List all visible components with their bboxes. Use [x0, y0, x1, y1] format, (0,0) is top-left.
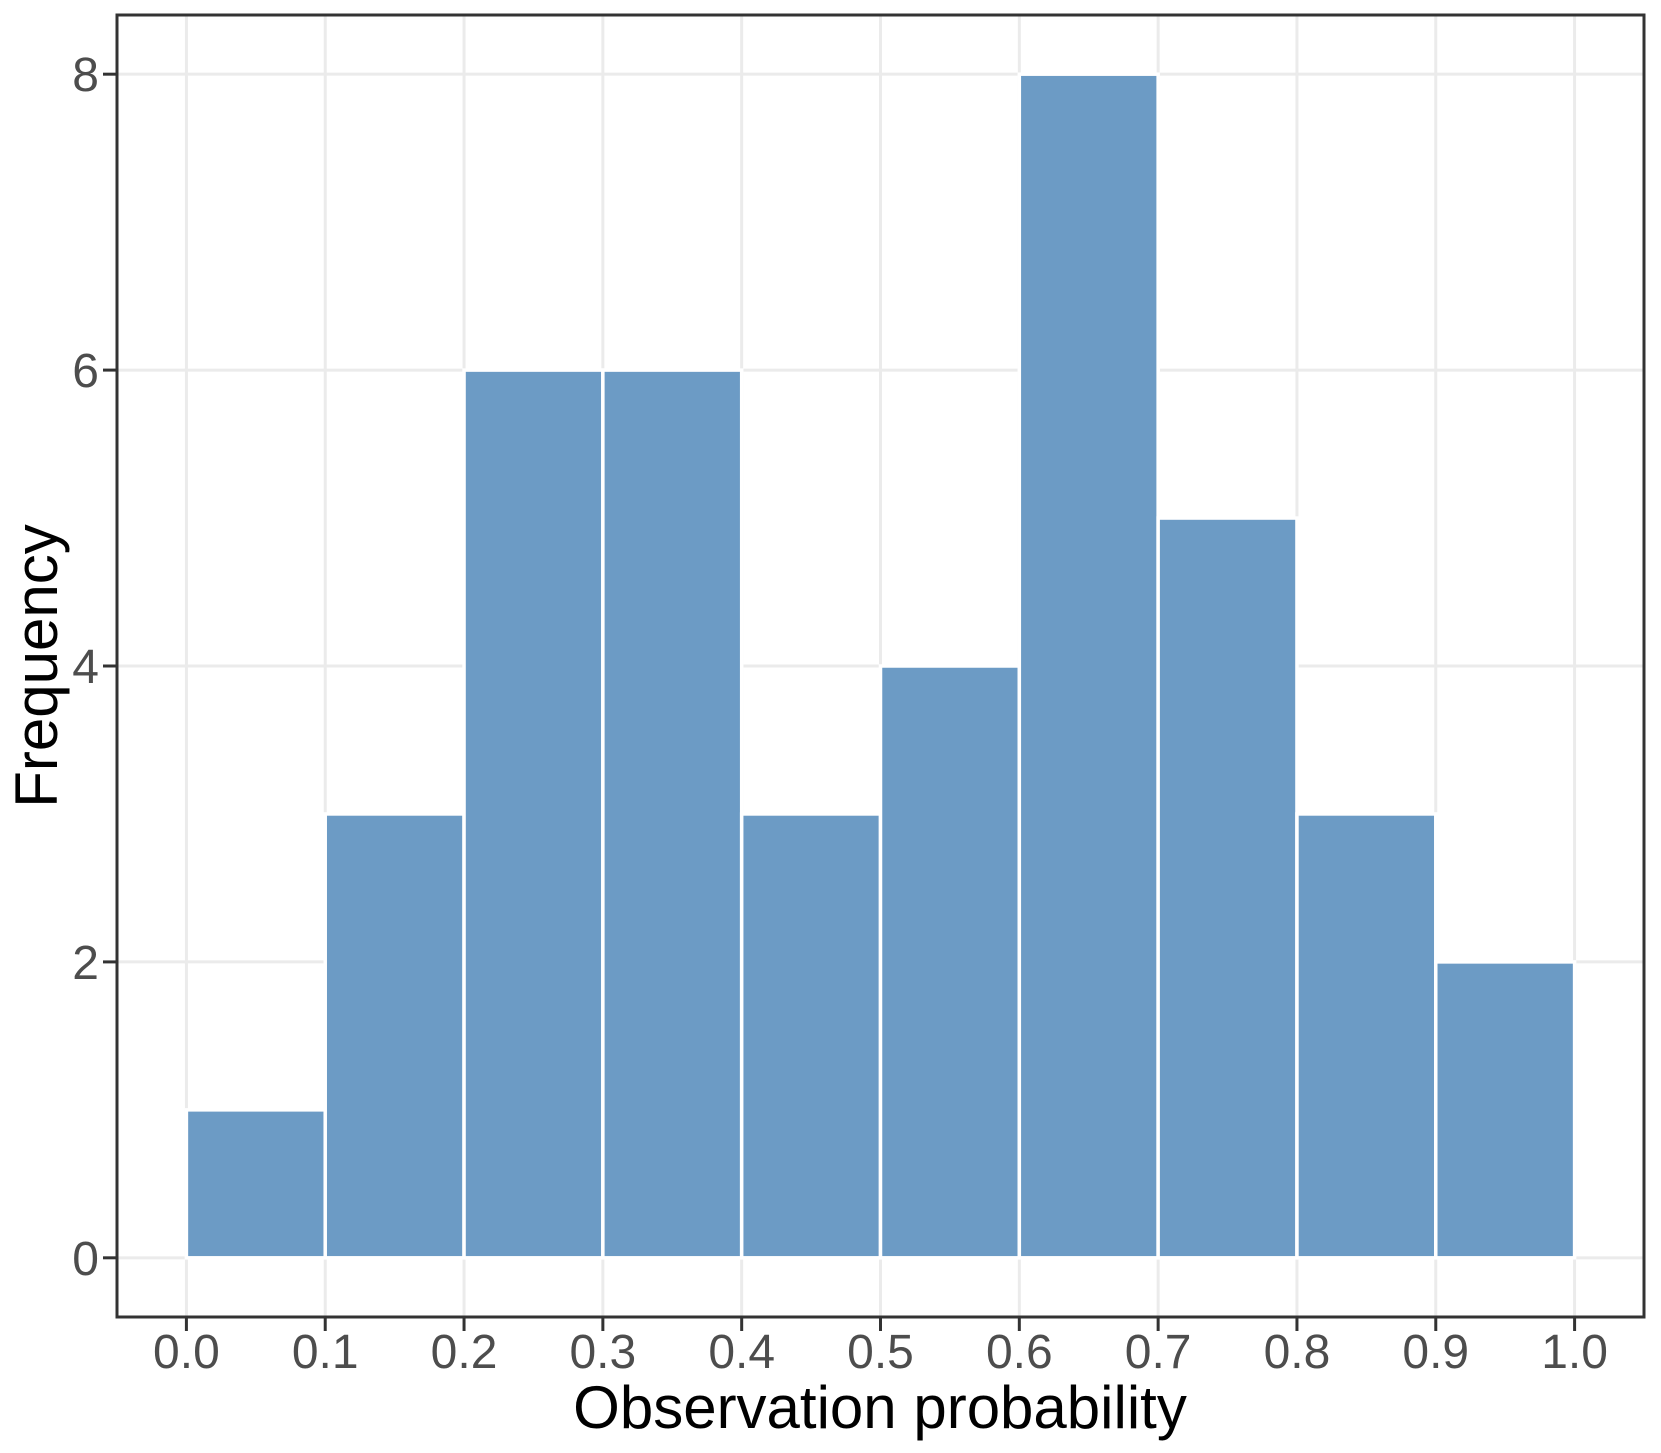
bar-bin-0.6-0.7 [1017, 72, 1160, 1260]
panel-frame-layer [115, 13, 1646, 1319]
x-tick-label-0.2: 0.2 [431, 1326, 498, 1379]
bar-bin-0.9-1 [1434, 960, 1577, 1260]
y-tick-label-6: 6 [72, 345, 99, 398]
bar-bin-0.2-0.3 [462, 368, 605, 1260]
bar-bin-0.7-0.8 [1156, 516, 1299, 1260]
bar-bin-0.3-0.4 [601, 368, 744, 1260]
x-tick-label-0.7: 0.7 [1125, 1326, 1192, 1379]
x-tick-label-0.5: 0.5 [847, 1326, 914, 1379]
panel-border [115, 13, 1646, 1319]
bar-bin-0-0.1 [184, 1108, 327, 1260]
axis-titles-layer: Observation probability Frequency [3, 524, 1187, 1441]
y-tick-label-4: 4 [72, 641, 99, 694]
y-axis-title: Frequency [3, 524, 70, 807]
x-tick-label-1.0: 1.0 [1541, 1326, 1608, 1379]
x-tick-label-0.8: 0.8 [1264, 1326, 1331, 1379]
x-tick-label-0.3: 0.3 [569, 1326, 636, 1379]
bar-bin-0.1-0.2 [323, 812, 466, 1260]
bar-bin-0.4-0.5 [739, 812, 883, 1260]
bar-bin-0.5-0.6 [878, 664, 1022, 1260]
x-tick-label-0.6: 0.6 [986, 1326, 1053, 1379]
x-tick-label-0.0: 0.0 [153, 1326, 220, 1379]
x-tick-label-0.4: 0.4 [708, 1326, 775, 1379]
y-tick-label-2: 2 [72, 937, 99, 990]
axes-layer: 0.0 0.1 0.2 0.3 0.4 0.5 0.6 0.7 0.8 0.9 1.0 0 2 4 6 8 [72, 49, 1608, 1379]
x-axis-title: Observation probability [573, 1374, 1187, 1441]
bars-layer [184, 72, 1577, 1260]
x-tick-label-0.1: 0.1 [292, 1326, 359, 1379]
y-tick-label-8: 8 [72, 49, 99, 102]
bar-bin-0.8-0.9 [1295, 812, 1438, 1260]
x-tick-label-0.9: 0.9 [1402, 1326, 1469, 1379]
y-tick-label-0: 0 [72, 1233, 99, 1286]
